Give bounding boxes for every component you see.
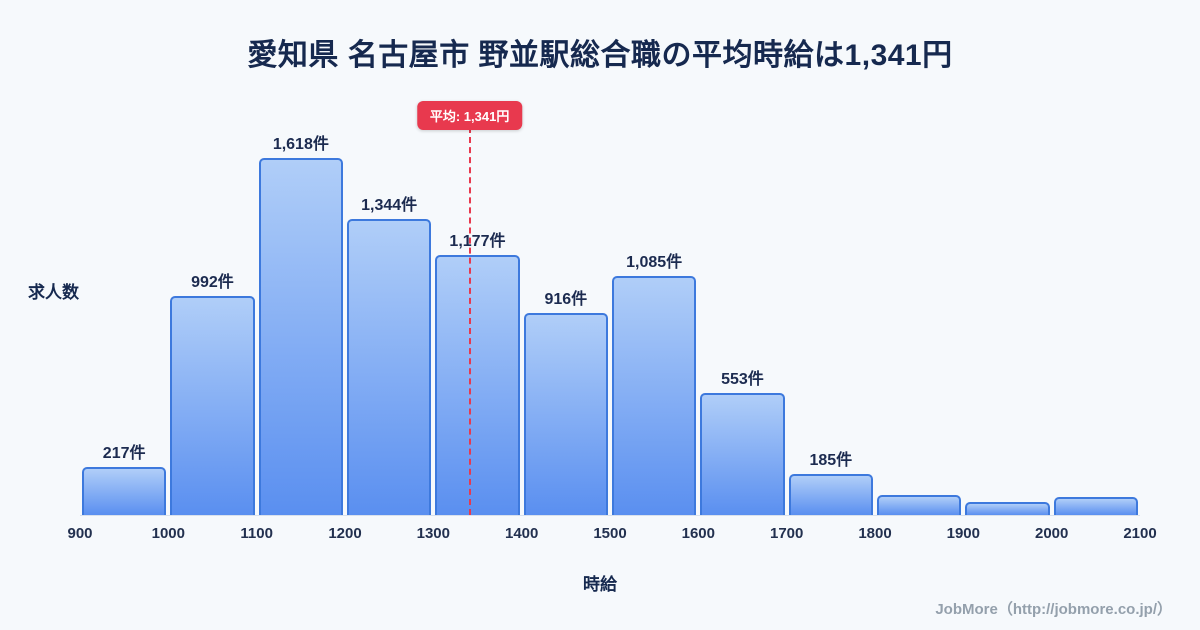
histogram-bar (347, 218, 432, 515)
histogram-bar (258, 158, 343, 515)
bar-value-label: 992件 (191, 274, 234, 292)
x-tick-label: 1400 (505, 525, 539, 542)
x-tick-label: 2000 (1035, 525, 1069, 542)
bar-value-label: 553件 (721, 371, 764, 388)
x-tick-label: 2100 (1123, 525, 1157, 542)
x-tick-label: 1600 (681, 525, 715, 542)
x-axis-line (80, 515, 1140, 516)
mean-badge: 平均: 1,341円 (416, 101, 523, 130)
x-axis-label: 時給 (583, 575, 617, 594)
x-tick-label: 900 (67, 525, 93, 542)
histogram-bar (788, 474, 873, 515)
bar-value-label: 185件 (809, 452, 853, 470)
footer-credit: JobMore（http://jobmore.co.jp/） (935, 601, 1172, 618)
histogram-bar (1053, 497, 1138, 515)
x-tick-label: 1300 (416, 525, 450, 542)
histogram-bar (965, 501, 1050, 515)
x-tick-label: 1500 (593, 525, 627, 542)
histogram-bar (877, 495, 962, 515)
histogram-bar (82, 467, 167, 515)
y-axis-label: 求人数 (28, 283, 79, 302)
histogram-bar (170, 296, 255, 515)
histogram-bar (523, 312, 608, 515)
x-tick-label: 1800 (858, 525, 892, 542)
x-tick-label: 1100 (240, 525, 273, 542)
bar-value-label: 1,085件 (626, 253, 683, 271)
x-tick-label: 1200 (328, 525, 362, 542)
x-tick-label: 1900 (946, 525, 980, 542)
bar-value-label: 1,177件 (449, 233, 506, 251)
bar-value-label: 916件 (544, 290, 588, 308)
histogram-bar (435, 255, 520, 515)
x-tick-label: 1000 (151, 525, 185, 542)
mean-line (468, 127, 471, 515)
histogram-bar (700, 393, 785, 515)
x-tick-label: 1700 (770, 525, 804, 542)
chart-title: 愛知県 名古屋市 野並駅総合職の平均時給は1,341円 (247, 39, 953, 72)
bar-value-label: 1,618件 (272, 136, 329, 154)
bar-value-label: 217件 (102, 445, 146, 463)
bar-value-label: 1,344件 (361, 196, 418, 214)
histogram-bar (612, 275, 697, 515)
